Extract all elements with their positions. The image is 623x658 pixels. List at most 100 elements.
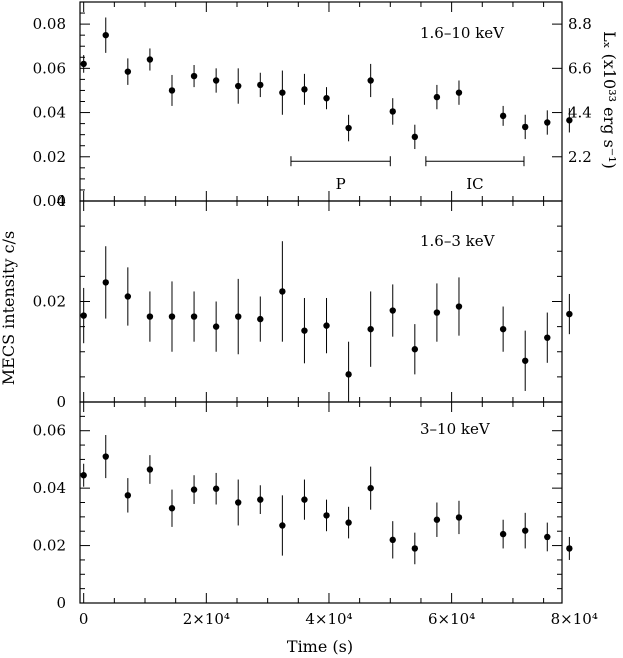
y-tick-label: 0.06 [33,59,66,77]
data-point [544,533,551,541]
y-tick-label: 0 [56,393,66,411]
data-point [367,484,374,492]
data-point [522,527,529,534]
data-point [566,310,573,318]
data-point [411,346,419,353]
data-point [499,325,507,333]
data-point [146,56,154,63]
data-point [168,313,176,320]
x-tick-label: 4×10⁴ [305,610,352,628]
data-point [102,453,109,460]
data-point [455,514,463,521]
interval-label: IC [466,175,483,193]
data-point [124,492,132,499]
x-axis-title: Time (s) [287,637,353,656]
right-tick-label: 4.4 [568,104,592,122]
data-point [235,499,242,506]
data-point [367,325,374,333]
data-point [212,323,220,330]
data-point [146,313,154,320]
data-point [389,108,396,115]
energy-band-label: 1.6–10 keV [420,24,505,42]
x-tick-label: 6×10⁴ [428,610,475,628]
x-tick-label: 0 [79,610,89,628]
data-point [566,117,573,124]
data-point [433,516,441,523]
data-point [411,545,419,552]
data-point [301,496,308,503]
x-tick-label: 2×10⁴ [183,610,230,628]
data-point [345,124,352,132]
data-point [455,303,463,310]
data-point [345,371,352,378]
data-point [80,472,87,479]
y-tick-label: 0.04 [33,192,66,210]
data-point [544,119,551,126]
data-point [345,519,352,526]
data-point [279,522,286,529]
data-point [499,530,507,538]
data-point [257,315,264,323]
panel-1: 0 0.02 0.04 0.06 0.08 2.2 4.4 6.6 8.8 Lₓ (x10³³ e… [33,1,619,210]
data-point [367,77,374,84]
right-tick-label: 6.6 [568,59,592,77]
y-tick-label: 0.04 [33,479,66,497]
data-point [411,133,419,141]
y-tick-label: 0.02 [33,537,66,555]
data-point [212,77,220,84]
data-point [257,496,264,503]
data-point [522,357,529,364]
data-point [168,87,176,94]
data-point [235,82,242,90]
data-point [323,512,330,519]
right-axis-title: Lₓ (x10³³ erg s⁻¹) [600,31,619,169]
energy-band-label: 3–10 keV [420,420,491,438]
right-tick-label: 2.2 [568,148,592,166]
data-point [499,112,507,120]
panel-3: 0 0.02 0.04 0.06 0 2×10⁴ 4×10⁴ 6×10⁴ 8×10⁴ Time (… [33,401,598,656]
data-point [80,60,87,68]
data-point [522,123,529,131]
data-point [124,68,132,75]
data-point [433,93,441,101]
data-point [279,288,286,295]
x-tick-label: 8×10⁴ [551,610,598,628]
data-point [323,322,330,329]
data-point [301,327,308,334]
panels: 0 0.02 0.04 0.06 0.08 2.2 4.4 6.6 8.8 Lₓ (x10³³ e… [33,1,619,656]
data-point [190,72,198,80]
data-point [102,279,109,286]
data-point [124,293,132,300]
y-tick-label: 0 [56,192,66,210]
y-tick-label: 0.02 [33,148,66,166]
data-point [323,94,330,102]
data-point [168,505,176,512]
data-point [80,312,87,319]
data-point [279,89,286,96]
data-point [212,485,220,492]
interval-label: P [336,175,346,193]
data-point [257,81,264,89]
data-point [190,486,198,493]
data-point [455,89,463,96]
y-axis-title: MECS intensity c/s [0,231,18,385]
y-tick-label: 0 [56,594,66,612]
data-point [102,31,109,39]
data-point [544,334,551,341]
data-point [389,307,396,314]
y-tick-label: 0.02 [33,293,66,311]
data-point [301,86,308,93]
energy-band-label: 1.6–3 keV [420,232,496,250]
y-tick-label: 0.06 [33,422,66,440]
data-point [190,313,198,320]
data-point [433,309,441,316]
data-point [566,545,573,552]
data-point [389,536,396,544]
data-point [235,313,242,320]
right-tick-label: 8.8 [568,15,592,33]
y-tick-label: 0.08 [33,15,66,33]
y-tick-label: 0.04 [33,104,66,122]
panel-2: 0 0.02 0.04 1.6–3 keV [33,192,573,411]
data-point [146,466,154,473]
